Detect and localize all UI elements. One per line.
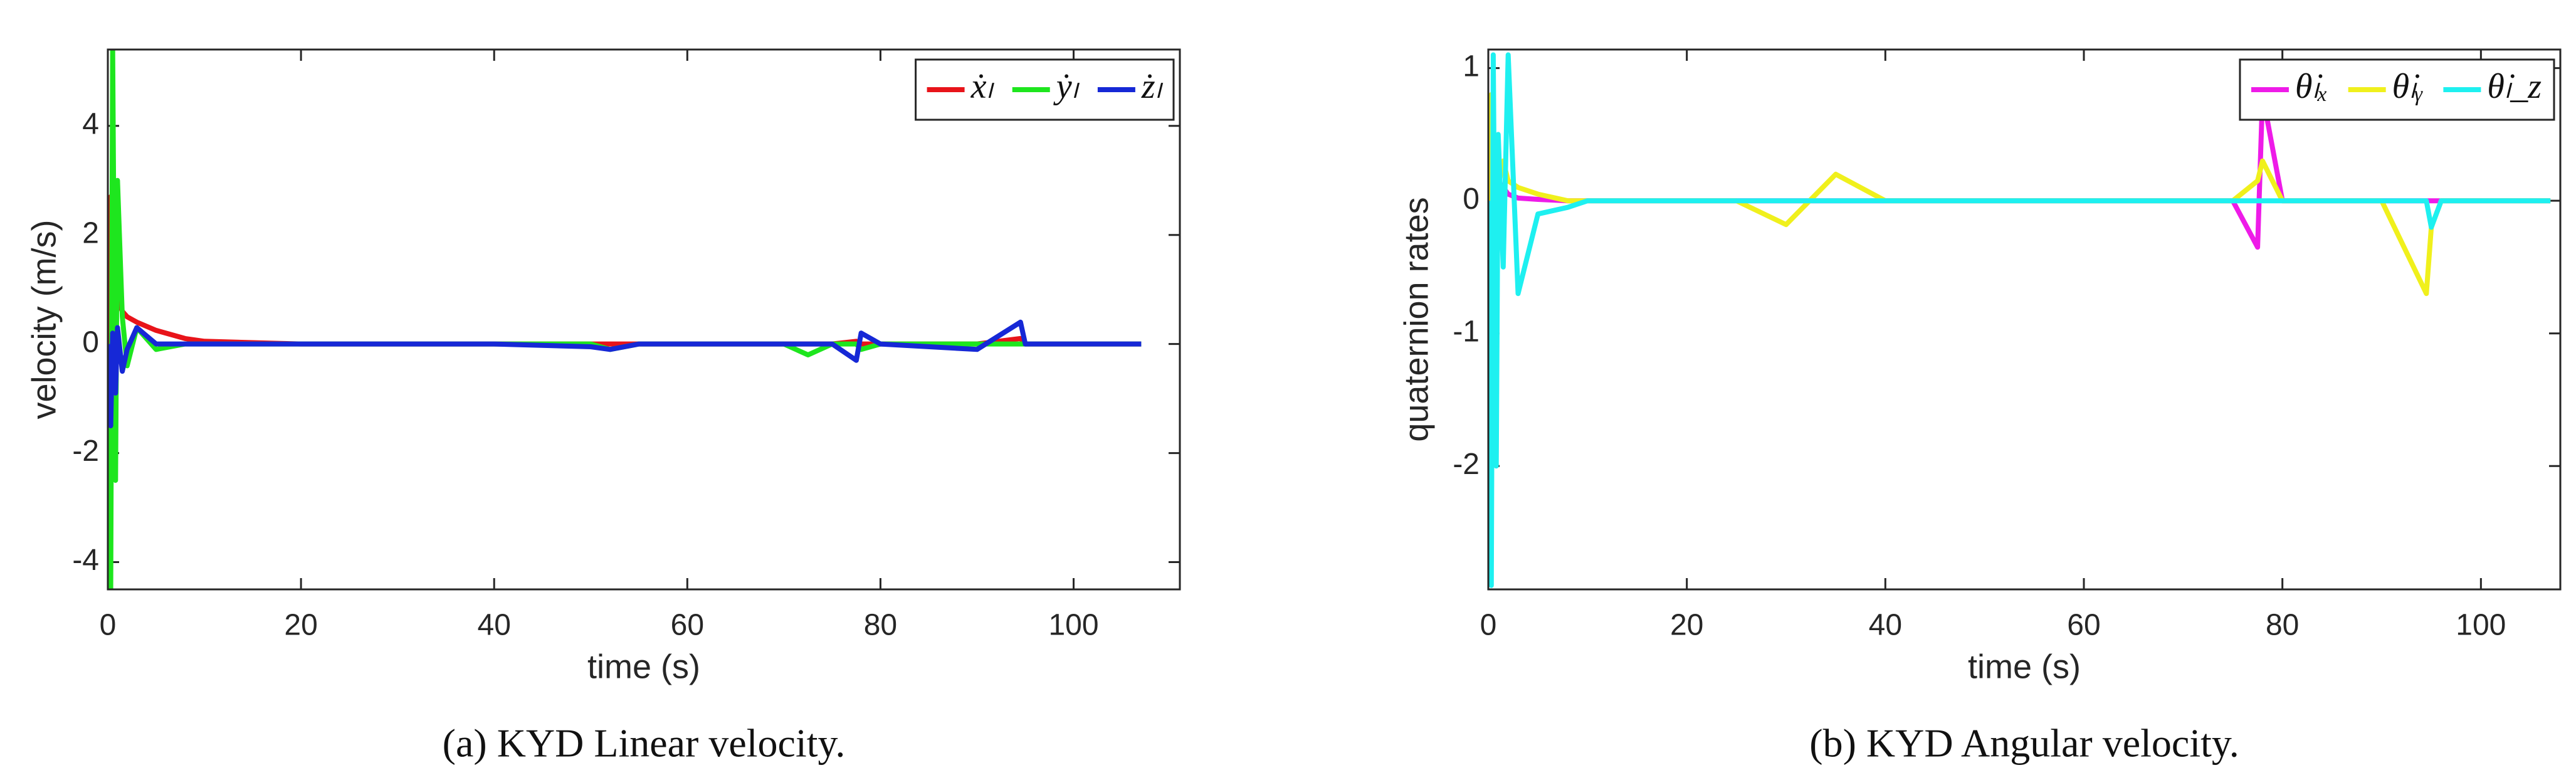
x-axis-label: time (s)	[1968, 648, 2081, 685]
y-tick-label: -2	[1453, 448, 1480, 481]
legend-label: ẏₗ	[1053, 67, 1080, 106]
legend: ẋₗ ẏₗ żₗ	[915, 58, 1175, 121]
x-tick-label: 60	[2067, 609, 2100, 642]
legend-label: żₗ	[1141, 67, 1164, 106]
y-axis-label: velocity (m/s)	[25, 219, 63, 419]
plot-area	[108, 50, 1180, 589]
plot-frame	[107, 48, 1181, 591]
x-tick-label: 20	[1670, 609, 1703, 642]
x-tick-label: 80	[2266, 609, 2299, 642]
x-tick-label: 40	[1869, 609, 1902, 642]
y-tick-label: 1	[1463, 50, 1480, 83]
x-tick-label: 0	[100, 609, 117, 642]
y-tick-label: 2	[82, 216, 99, 250]
series-line	[1488, 52, 2551, 588]
legend-box	[2239, 58, 2555, 121]
x-axis-label: time (s)	[587, 648, 700, 685]
legend-label: θ̇ₗᵧ	[2392, 67, 2424, 106]
y-tick-label: -1	[1453, 315, 1480, 348]
legend-label: ẋₗ	[970, 67, 995, 106]
series-group	[108, 50, 1142, 589]
x-tick-label: 100	[2456, 609, 2506, 642]
x-tick-label: 0	[1480, 609, 1497, 642]
legend-label: θ̇ₗₓ	[2295, 67, 2328, 106]
y-tick-label: 0	[1463, 182, 1480, 216]
legend: θ̇ₗₓ θ̇ₗᵧ θ̇ₗ_z	[2239, 58, 2555, 121]
x-tick-label: 100	[1048, 609, 1098, 642]
x-tick-label: 20	[284, 609, 317, 642]
x-tick-label: 80	[864, 609, 897, 642]
plot-frame	[1487, 48, 2562, 591]
caption: (b) KYD Angular velocity.	[1809, 721, 2239, 766]
x-tick-label: 40	[478, 609, 511, 642]
y-axis-label: quaternion rates	[1397, 197, 1435, 441]
y-tick-label: 0	[82, 325, 99, 359]
plot-area	[1488, 50, 2560, 589]
legend-label: θ̇ₗ_z	[2487, 67, 2542, 106]
x-tick-label: 60	[671, 609, 704, 642]
caption: (a) KYD Linear velocity.	[443, 721, 846, 766]
y-tick-label: -4	[72, 544, 99, 577]
series-group	[1488, 52, 2551, 588]
y-tick-label: 4	[82, 107, 99, 140]
series-line	[108, 319, 1142, 429]
y-tick-label: -2	[72, 435, 99, 468]
